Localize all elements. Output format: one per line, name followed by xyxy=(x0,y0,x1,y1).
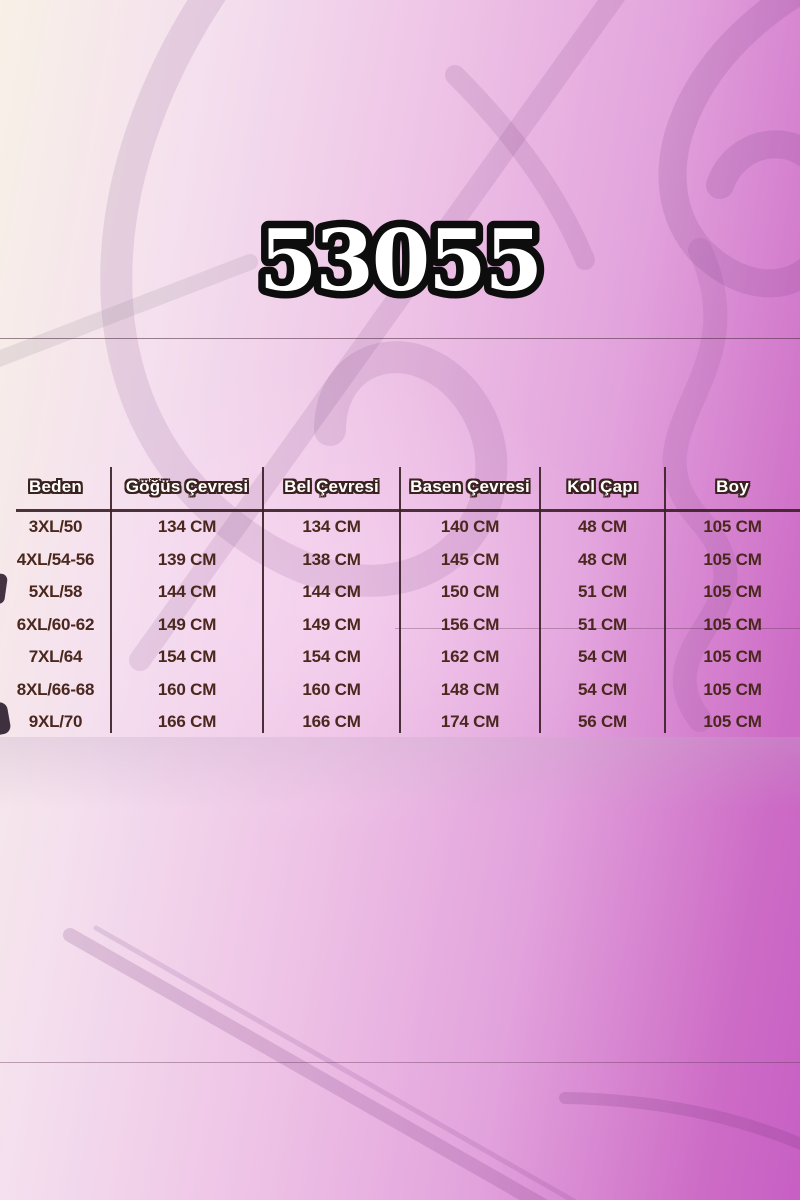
measure-cell: 51 CM xyxy=(577,614,628,634)
table-row: 9XL/70 166 CM 166 CM 174 CM 56 CM 105 CM xyxy=(0,706,800,739)
measure-cell: 138 CM xyxy=(302,549,361,569)
column-header: Basen Çevresi xyxy=(410,477,530,496)
table-row: 4XL/54-56 139 CM 138 CM 145 CM 48 CM 105 CM xyxy=(0,544,800,577)
size-table: Beden Göğüs Çevresi Bel Çevresi Basen Çevre… xyxy=(0,465,800,737)
measure-cell: 149 CM xyxy=(157,614,217,634)
column-divider xyxy=(262,467,264,733)
measure-cell: 154 CM xyxy=(302,647,361,667)
measure-cell: 105 CM xyxy=(703,549,762,569)
measure-cell: 48 CM xyxy=(577,517,628,537)
measure-cell: 150 CM xyxy=(440,582,500,602)
table-row: 3XL/50 134 CM 134 CM 140 CM 48 CM 105 CM xyxy=(0,511,800,544)
size-cell: 5XL/58 xyxy=(28,582,83,602)
measure-cell: 162 CM xyxy=(440,647,500,667)
column-header: Kol Çapı xyxy=(567,477,638,496)
measure-cell: 144 CM xyxy=(302,582,361,602)
header-rule xyxy=(16,509,800,512)
measure-cell: 105 CM xyxy=(703,582,762,602)
size-cell: 6XL/60-62 xyxy=(16,614,95,634)
measure-cell: 139 CM xyxy=(157,549,217,569)
size-cell: 3XL/50 xyxy=(28,517,83,537)
column-header: Boy xyxy=(716,477,749,496)
measure-cell: 166 CM xyxy=(302,712,361,732)
size-cell: 4XL/54-56 xyxy=(16,549,95,569)
measure-cell: 54 CM xyxy=(577,679,628,699)
column-header: Beden xyxy=(29,477,82,496)
column-divider xyxy=(664,467,666,733)
measure-cell: 134 CM xyxy=(157,517,217,537)
table-row: 7XL/64 154 CM 154 CM 162 CM 54 CM 105 CM xyxy=(0,641,800,674)
measure-cell: 160 CM xyxy=(302,679,361,699)
column-header: Bel Çevresi xyxy=(284,477,379,496)
table-row: 6XL/60-62 149 CM 149 CM 156 CM 51 CM 105 CM xyxy=(0,609,800,642)
measure-cell: 105 CM xyxy=(703,614,762,634)
table-row: 8XL/66-68 160 CM 160 CM 148 CM 54 CM 105 CM xyxy=(0,674,800,707)
measure-cell: 105 CM xyxy=(703,679,762,699)
product-code-text: 53055 xyxy=(259,211,541,310)
divider-line-bottom xyxy=(0,1062,800,1063)
hanger-hook xyxy=(658,0,800,298)
measure-cell: 105 CM xyxy=(703,712,762,732)
measure-cell: 166 CM xyxy=(157,712,217,732)
divider-line-top xyxy=(0,338,800,339)
measure-cell: 149 CM xyxy=(302,614,361,634)
table-row: 5XL/58 144 CM 144 CM 150 CM 51 CM 105 CM xyxy=(0,576,800,609)
measure-cell: 105 CM xyxy=(703,647,762,667)
measure-cell: 144 CM xyxy=(157,582,217,602)
size-table-header: Beden Göğüs Çevresi Bel Çevresi Basen Çevre… xyxy=(0,465,800,509)
measure-cell: 48 CM xyxy=(577,549,628,569)
size-cell: 8XL/66-68 xyxy=(16,679,95,699)
size-cell: 9XL/70 xyxy=(28,712,83,732)
measure-cell: 51 CM xyxy=(577,582,628,602)
shadow-band xyxy=(0,737,800,809)
measure-cell: 54 CM xyxy=(577,647,628,667)
column-header: Göğüs Çevresi xyxy=(125,477,249,496)
hanger-wire-bottom-edge xyxy=(93,925,578,1200)
column-divider xyxy=(539,467,541,733)
column-divider xyxy=(110,467,112,733)
measure-cell: 140 CM xyxy=(440,517,500,537)
measure-cell: 56 CM xyxy=(577,712,628,732)
measure-cell: 134 CM xyxy=(302,517,361,537)
size-table-body: 3XL/50 134 CM 134 CM 140 CM 48 CM 105 CM 4XL/5… xyxy=(0,511,800,739)
measure-cell: 105 CM xyxy=(703,517,762,537)
hanger-wire-bottom xyxy=(63,928,548,1200)
column-divider xyxy=(399,467,401,733)
measure-cell: 156 CM xyxy=(440,614,500,634)
measure-cell: 145 CM xyxy=(440,549,500,569)
measure-cell: 160 CM xyxy=(157,679,217,699)
size-cell: 7XL/64 xyxy=(28,647,83,667)
measure-cell: 154 CM xyxy=(157,647,217,667)
measure-cell: 174 CM xyxy=(440,712,500,732)
hanger-wire-corner xyxy=(559,1092,800,1150)
measure-cell: 148 CM xyxy=(440,679,500,699)
row-separator-faint xyxy=(395,628,800,629)
product-code: 53055 xyxy=(251,204,550,318)
